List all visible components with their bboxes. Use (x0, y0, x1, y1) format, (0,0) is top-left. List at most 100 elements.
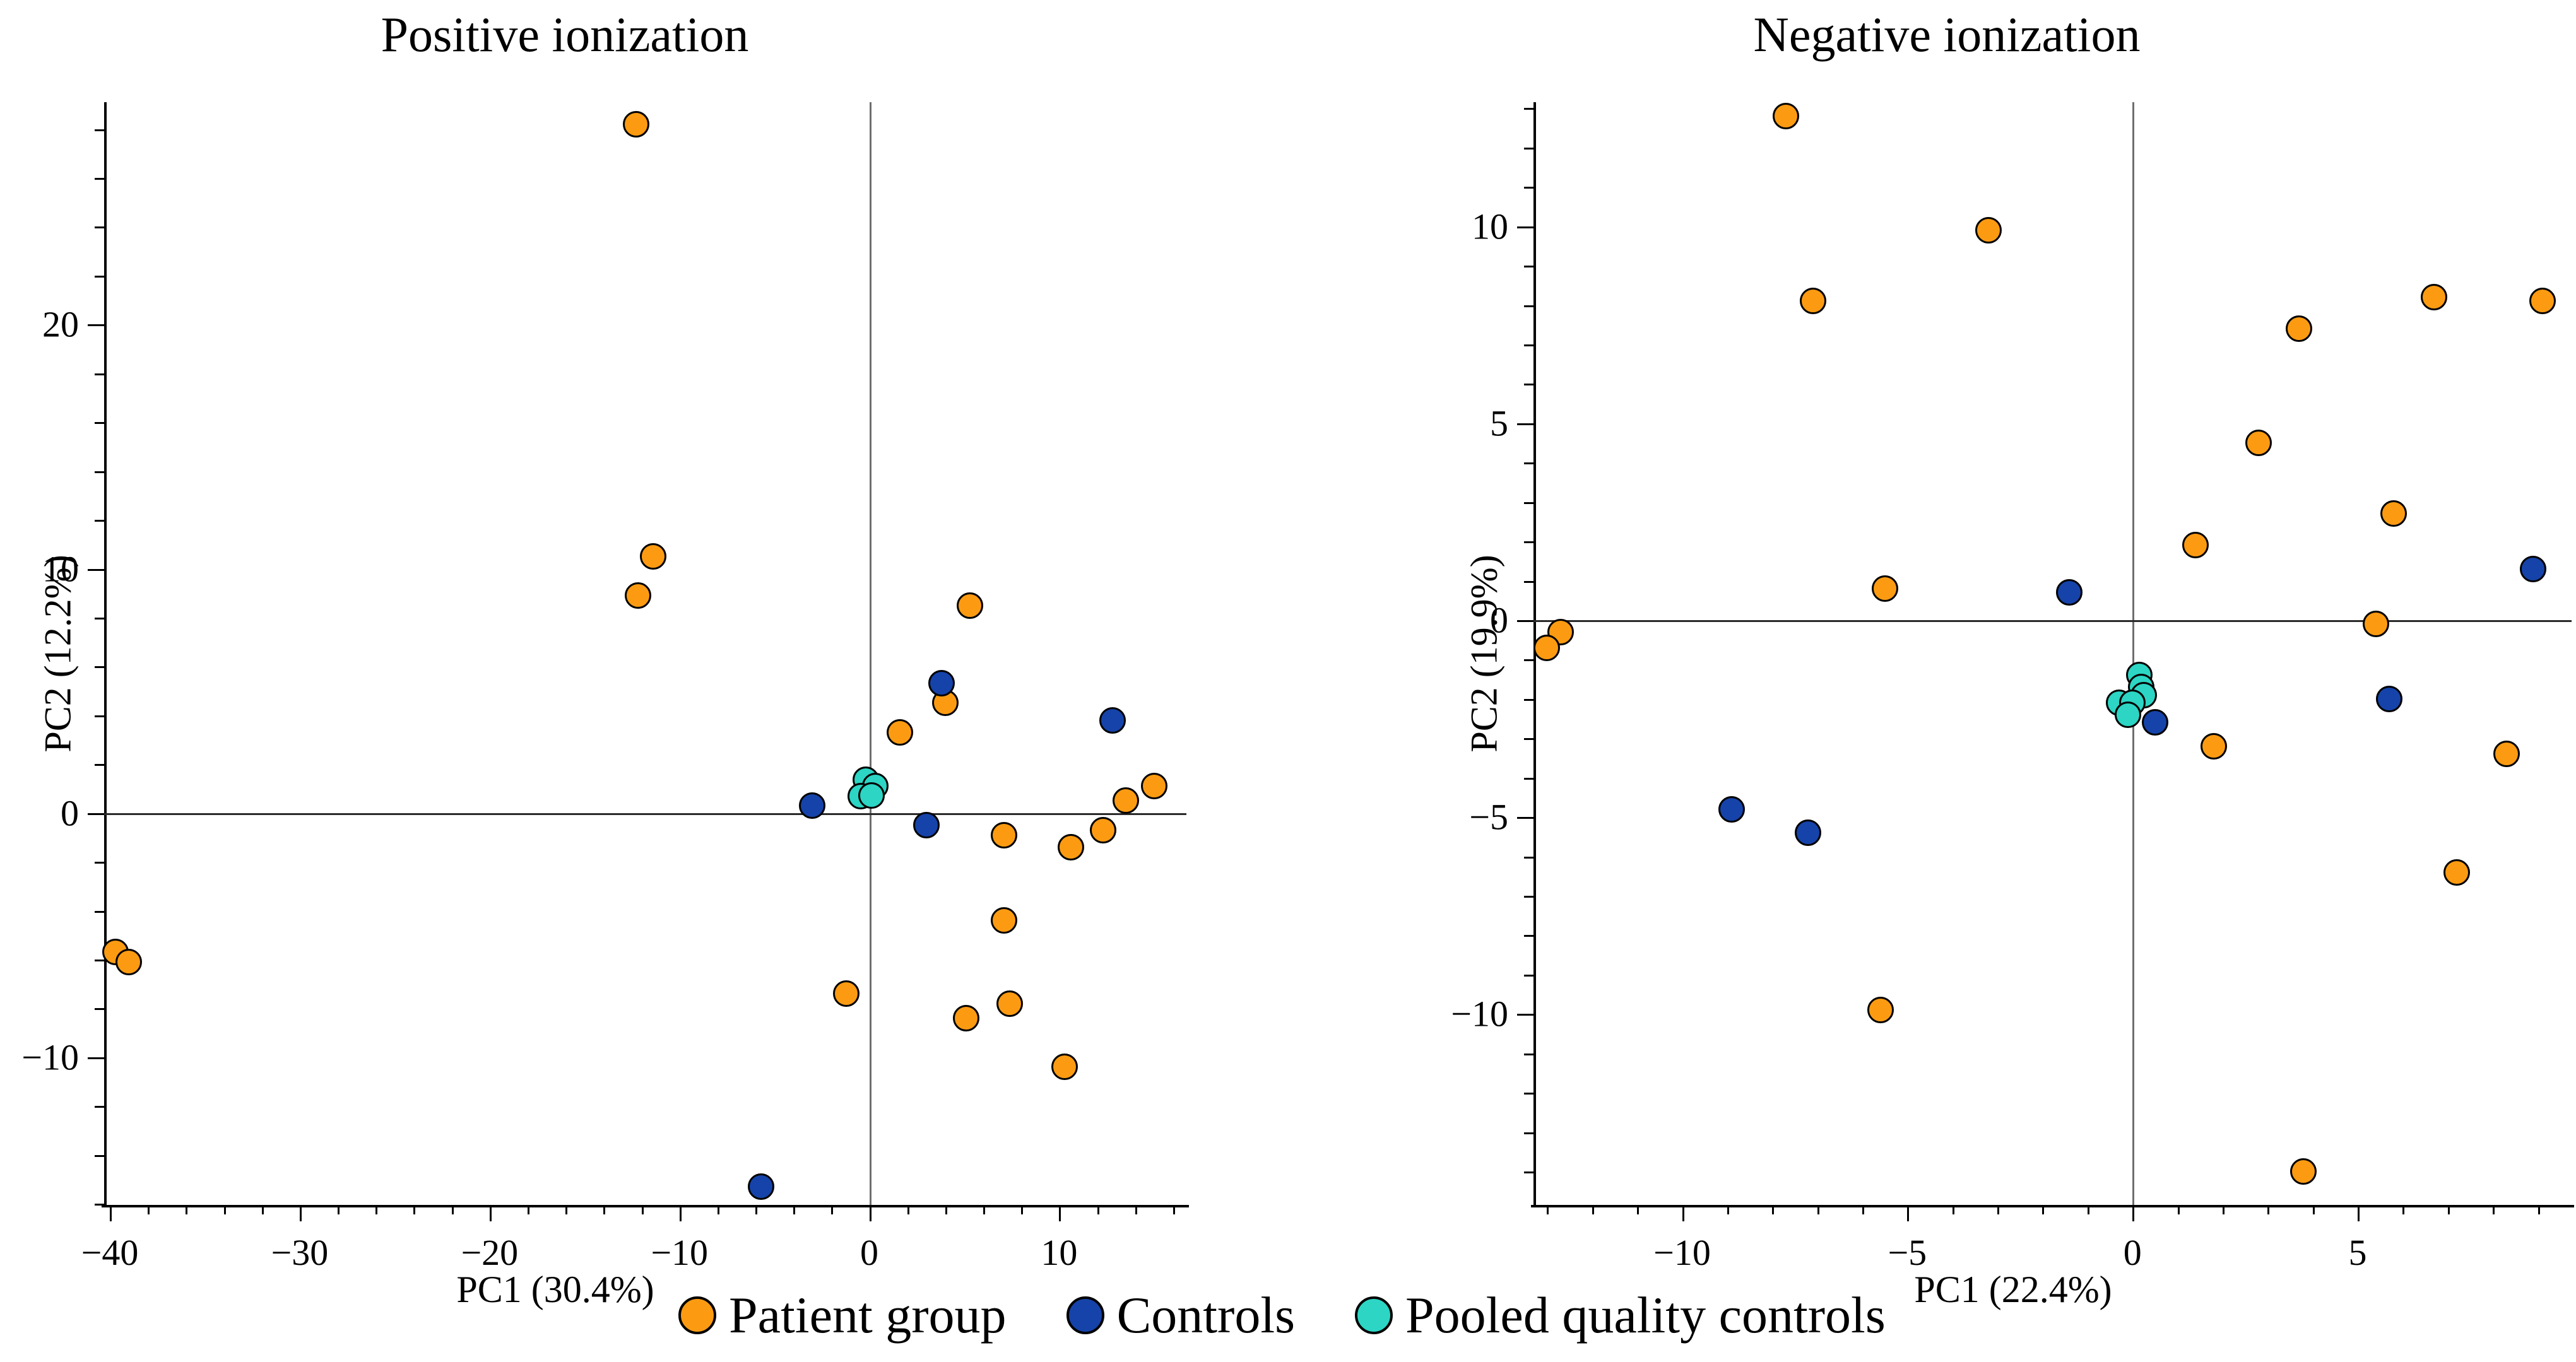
y-tick (95, 471, 104, 473)
x-tick-label: 5 (2348, 1232, 2367, 1273)
y-tick (1524, 384, 1533, 386)
y-tick-label: 10 (42, 548, 79, 589)
y-tick (95, 275, 104, 278)
data-point (928, 670, 955, 697)
x-tick (2087, 1205, 2089, 1214)
x-tick (1097, 1205, 1099, 1214)
right-plot-title: Negative ionization (1753, 7, 2141, 62)
y-tick (1524, 108, 1533, 110)
y-tick (1524, 1093, 1533, 1095)
data-point (2056, 579, 2083, 606)
legend-label: Pooled quality controls (1405, 1286, 1886, 1344)
x-tick (528, 1205, 529, 1214)
legend-item-controls: Controls (1066, 1286, 1295, 1345)
data-point (2520, 555, 2547, 582)
data-point (1140, 773, 1167, 799)
y-tick (1517, 817, 1533, 819)
x-tick (565, 1205, 568, 1214)
data-point (1112, 787, 1139, 814)
y-tick (1524, 462, 1533, 465)
x-tick (869, 1205, 871, 1221)
left-scatter-plot: −40 −30 −20 −10 0 10 −10 0 10 20 (21, 102, 1189, 1273)
data-point (957, 592, 983, 619)
x-tick (489, 1205, 492, 1221)
y-tick (88, 568, 104, 571)
y-tick (95, 959, 104, 961)
data-point (858, 782, 885, 809)
y-tick (1524, 502, 1533, 504)
data-point (1533, 634, 1561, 661)
y-tick (88, 324, 104, 327)
y-tick (95, 666, 104, 669)
data-point (624, 582, 651, 609)
y-tick-label: 20 (42, 303, 79, 345)
x-tick (338, 1205, 340, 1214)
data-point (2421, 284, 2448, 310)
x-tick (1021, 1205, 1024, 1214)
y-tick (95, 1008, 104, 1011)
y-tick-label: 0 (61, 792, 79, 834)
data-point (2529, 288, 2556, 315)
y-tick (1524, 935, 1533, 937)
data-point (115, 948, 143, 975)
x-tick (2312, 1205, 2315, 1214)
data-point (2443, 859, 2470, 886)
x-tick (2493, 1205, 2495, 1214)
x-tick-label: 10 (1041, 1232, 1078, 1273)
x-tick (2132, 1205, 2135, 1221)
y-tick (95, 373, 104, 375)
data-point (2200, 732, 2227, 760)
data-point (991, 821, 1018, 848)
y-tick (95, 129, 104, 131)
y-tick-label: 0 (1490, 599, 1508, 641)
right-scatter-plot: −10 −5 0 5 −10 −5 0 5 10 (1451, 102, 2574, 1273)
data-point (1718, 795, 1745, 823)
x-tick (679, 1205, 682, 1221)
data-point (748, 1173, 774, 1200)
y-tick (1517, 226, 1533, 228)
x-tick (983, 1205, 986, 1214)
x-tick (110, 1205, 112, 1221)
y-tick (1524, 1132, 1533, 1134)
zero-vertical-line (2132, 102, 2135, 1205)
y-tick (1524, 659, 1533, 662)
x-tick (1817, 1205, 1819, 1214)
x-tick (717, 1205, 719, 1214)
data-point (2376, 685, 2402, 712)
data-point (2115, 701, 2141, 728)
y-tick (95, 1154, 104, 1157)
legend: Patient group Controls Pooled quality co… (678, 1286, 1886, 1345)
y-tick (95, 1204, 104, 1206)
data-point (1795, 819, 1822, 846)
right-yaxis-label: PC2 (19.9%) (1463, 555, 1505, 753)
x-tick (2447, 1205, 2450, 1214)
data-point (1099, 707, 1126, 734)
x-tick (1727, 1205, 1729, 1214)
y-tick-label: 10 (1472, 206, 1508, 247)
right-xaxis-label: PC1 (22.4%) (1914, 1269, 2112, 1310)
zero-horizontal-line (1533, 619, 2572, 622)
data-point (639, 543, 666, 570)
y-tick (95, 715, 104, 717)
data-point (799, 792, 826, 819)
y-tick (1524, 187, 1533, 189)
controls-circle-icon (1066, 1296, 1104, 1334)
y-tick (95, 422, 104, 425)
y-tick (1524, 305, 1533, 307)
y-tick (1524, 1171, 1533, 1173)
data-point (991, 907, 1018, 934)
data-point (1867, 997, 1894, 1023)
data-point (1051, 1054, 1078, 1081)
x-tick-label: −5 (1888, 1232, 1927, 1273)
y-tick (1524, 1053, 1533, 1055)
x-tick (1772, 1205, 1775, 1214)
data-point (2245, 430, 2272, 456)
x-axis-spine (1531, 1205, 2574, 1207)
y-tick (1524, 698, 1533, 701)
y-tick (95, 1106, 104, 1108)
y-tick (1524, 147, 1533, 150)
data-point (622, 110, 649, 138)
x-tick (1907, 1205, 1910, 1221)
x-tick (2402, 1205, 2405, 1214)
x-tick (1637, 1205, 1640, 1214)
